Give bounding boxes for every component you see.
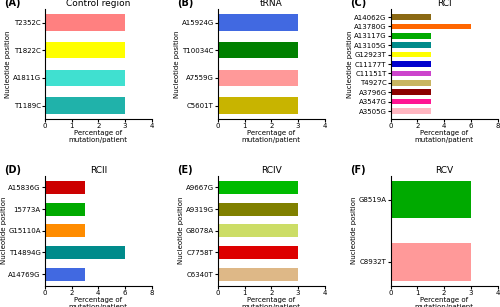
Bar	[391, 80, 431, 86]
Bar	[218, 70, 298, 86]
Bar	[391, 181, 471, 218]
X-axis label: Percentage of
mutation/patient: Percentage of mutation/patient	[414, 297, 474, 307]
Y-axis label: Nucleotide position: Nucleotide position	[178, 197, 184, 264]
X-axis label: Percentage of
mutation/patient: Percentage of mutation/patient	[242, 130, 301, 143]
Bar	[391, 61, 431, 67]
Title: RCIV: RCIV	[261, 166, 281, 175]
X-axis label: Percentage of
mutation/patient: Percentage of mutation/patient	[69, 130, 128, 143]
X-axis label: Percentage of
mutation/patient: Percentage of mutation/patient	[242, 297, 301, 307]
Bar	[218, 14, 298, 31]
Bar	[45, 14, 125, 31]
Bar	[218, 246, 298, 259]
Bar	[391, 243, 471, 281]
Bar	[218, 97, 298, 114]
Bar	[45, 203, 85, 216]
Title: RCII: RCII	[90, 166, 107, 175]
Y-axis label: Nucleotide position: Nucleotide position	[1, 197, 7, 264]
Text: (D): (D)	[4, 165, 21, 175]
Bar	[218, 181, 298, 194]
Title: Control region: Control region	[66, 0, 130, 8]
Bar	[391, 52, 431, 57]
Bar	[45, 42, 125, 59]
Bar	[45, 246, 125, 259]
Bar	[45, 224, 85, 237]
Y-axis label: Nucleotide position: Nucleotide position	[351, 197, 357, 264]
Text: (C): (C)	[350, 0, 366, 8]
Title: RCV: RCV	[435, 166, 453, 175]
Bar	[45, 70, 125, 86]
X-axis label: Percentage of
mutation/patient: Percentage of mutation/patient	[69, 297, 128, 307]
Bar	[391, 24, 471, 29]
Y-axis label: Nucleotide position: Nucleotide position	[174, 30, 180, 98]
Y-axis label: Nucleotide position: Nucleotide position	[346, 30, 352, 98]
Text: (E): (E)	[178, 165, 193, 175]
Bar	[45, 97, 125, 114]
Text: (B): (B)	[178, 0, 194, 8]
Title: RCI: RCI	[437, 0, 452, 8]
Bar	[391, 14, 431, 20]
Bar	[391, 42, 431, 48]
Bar	[218, 203, 298, 216]
Bar	[45, 181, 85, 194]
Bar	[45, 267, 85, 281]
Bar	[218, 42, 298, 59]
Bar	[391, 33, 431, 39]
Bar	[391, 99, 431, 104]
Title: tRNA: tRNA	[260, 0, 282, 8]
X-axis label: Percentage of
mutation/patient: Percentage of mutation/patient	[414, 130, 474, 143]
Y-axis label: Nucleotide position: Nucleotide position	[6, 30, 12, 98]
Bar	[391, 89, 431, 95]
Text: (A): (A)	[4, 0, 21, 8]
Text: (F): (F)	[350, 165, 366, 175]
Bar	[391, 108, 431, 114]
Bar	[218, 224, 298, 237]
Bar	[391, 71, 431, 76]
Bar	[218, 267, 298, 281]
